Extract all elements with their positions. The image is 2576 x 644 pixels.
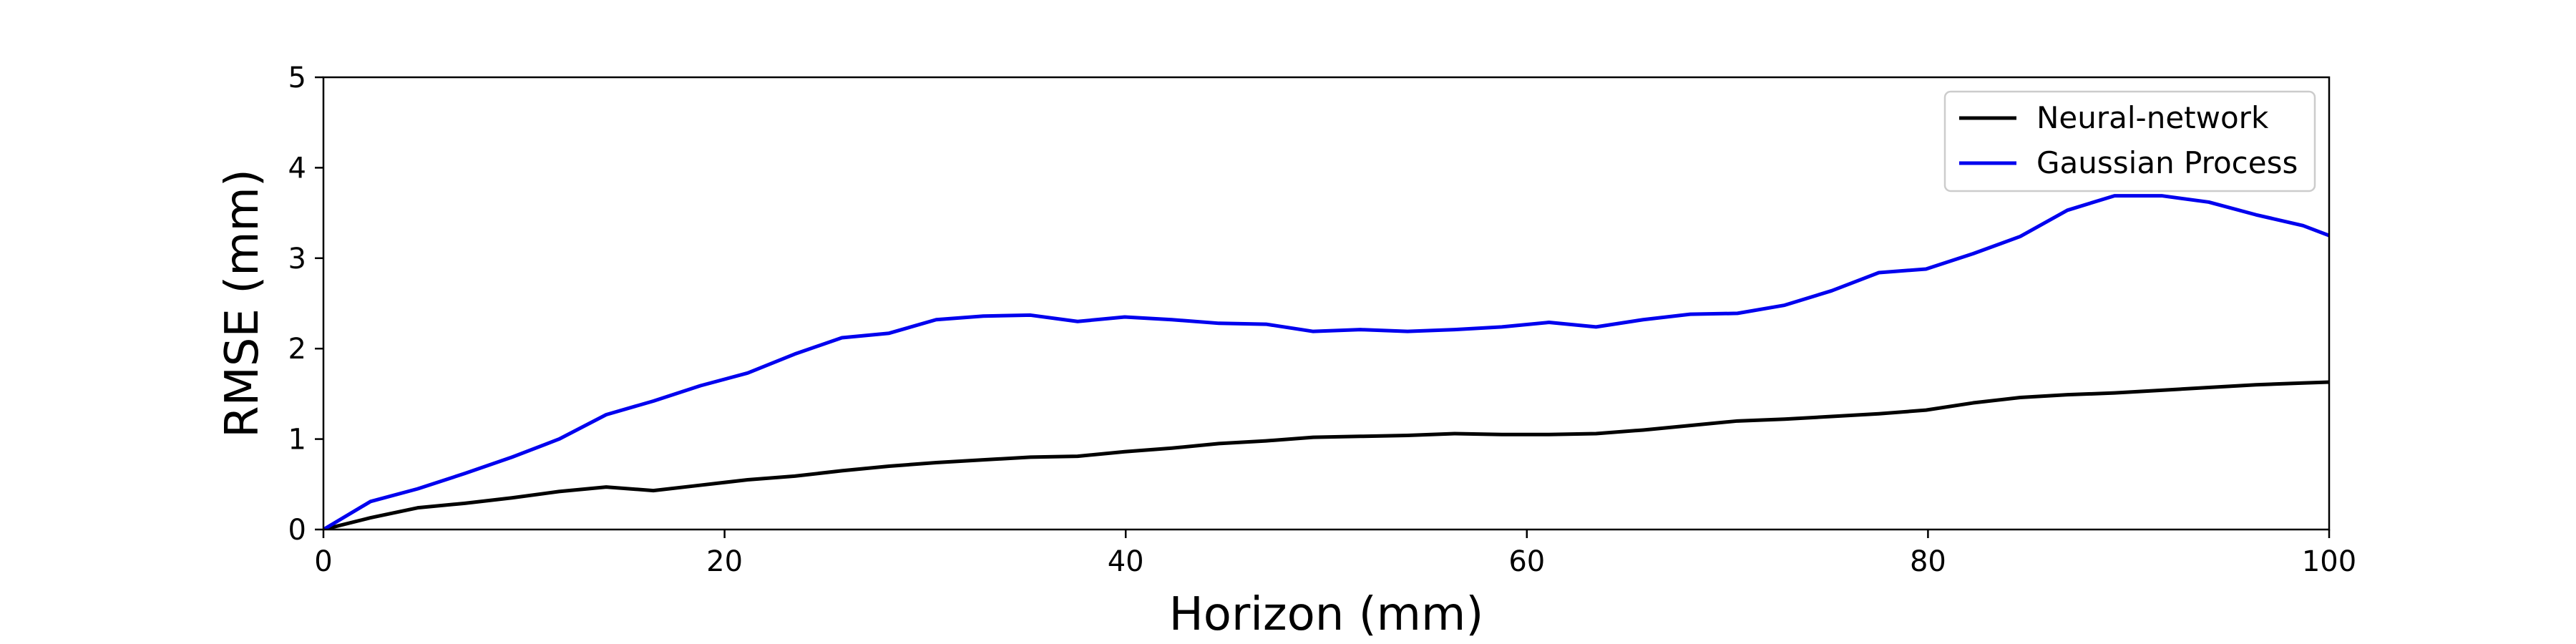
- y-tick-label: 4: [288, 152, 306, 185]
- plot-layer: [323, 194, 2329, 530]
- x-tick-label: 0: [314, 545, 332, 578]
- y-tick-label: 0: [288, 514, 306, 547]
- axes-layer: 0 20 40 60 80 100 0 1 2 3 4 5: [288, 62, 2357, 578]
- y-tick-label: 1: [288, 424, 306, 457]
- y-tick-label: 5: [288, 62, 306, 94]
- series-line-neural-network: [323, 380, 2329, 530]
- x-axis-label: Horizon (mm): [1169, 588, 1484, 641]
- legend-label-gaussian-process: Gaussian Process: [2036, 145, 2298, 180]
- x-tick-label: 80: [1910, 545, 1946, 578]
- y-tick-label: 3: [288, 243, 306, 275]
- legend-label-neural-network: Neural-network: [2036, 100, 2269, 135]
- legend-box: [1943, 90, 2316, 192]
- legend: Neural-network Gaussian Process: [1943, 90, 2316, 192]
- x-tick-label: 60: [1508, 545, 1545, 578]
- x-tick-label: 40: [1108, 545, 1144, 578]
- x-tick-label: 20: [706, 545, 743, 578]
- y-tick-label: 2: [288, 333, 306, 366]
- y-axis-label: RMSE (mm): [216, 169, 269, 438]
- x-tick-label: 100: [2302, 545, 2356, 578]
- axes-frame: [322, 76, 2331, 531]
- series-line-gaussian-process: [323, 194, 2329, 530]
